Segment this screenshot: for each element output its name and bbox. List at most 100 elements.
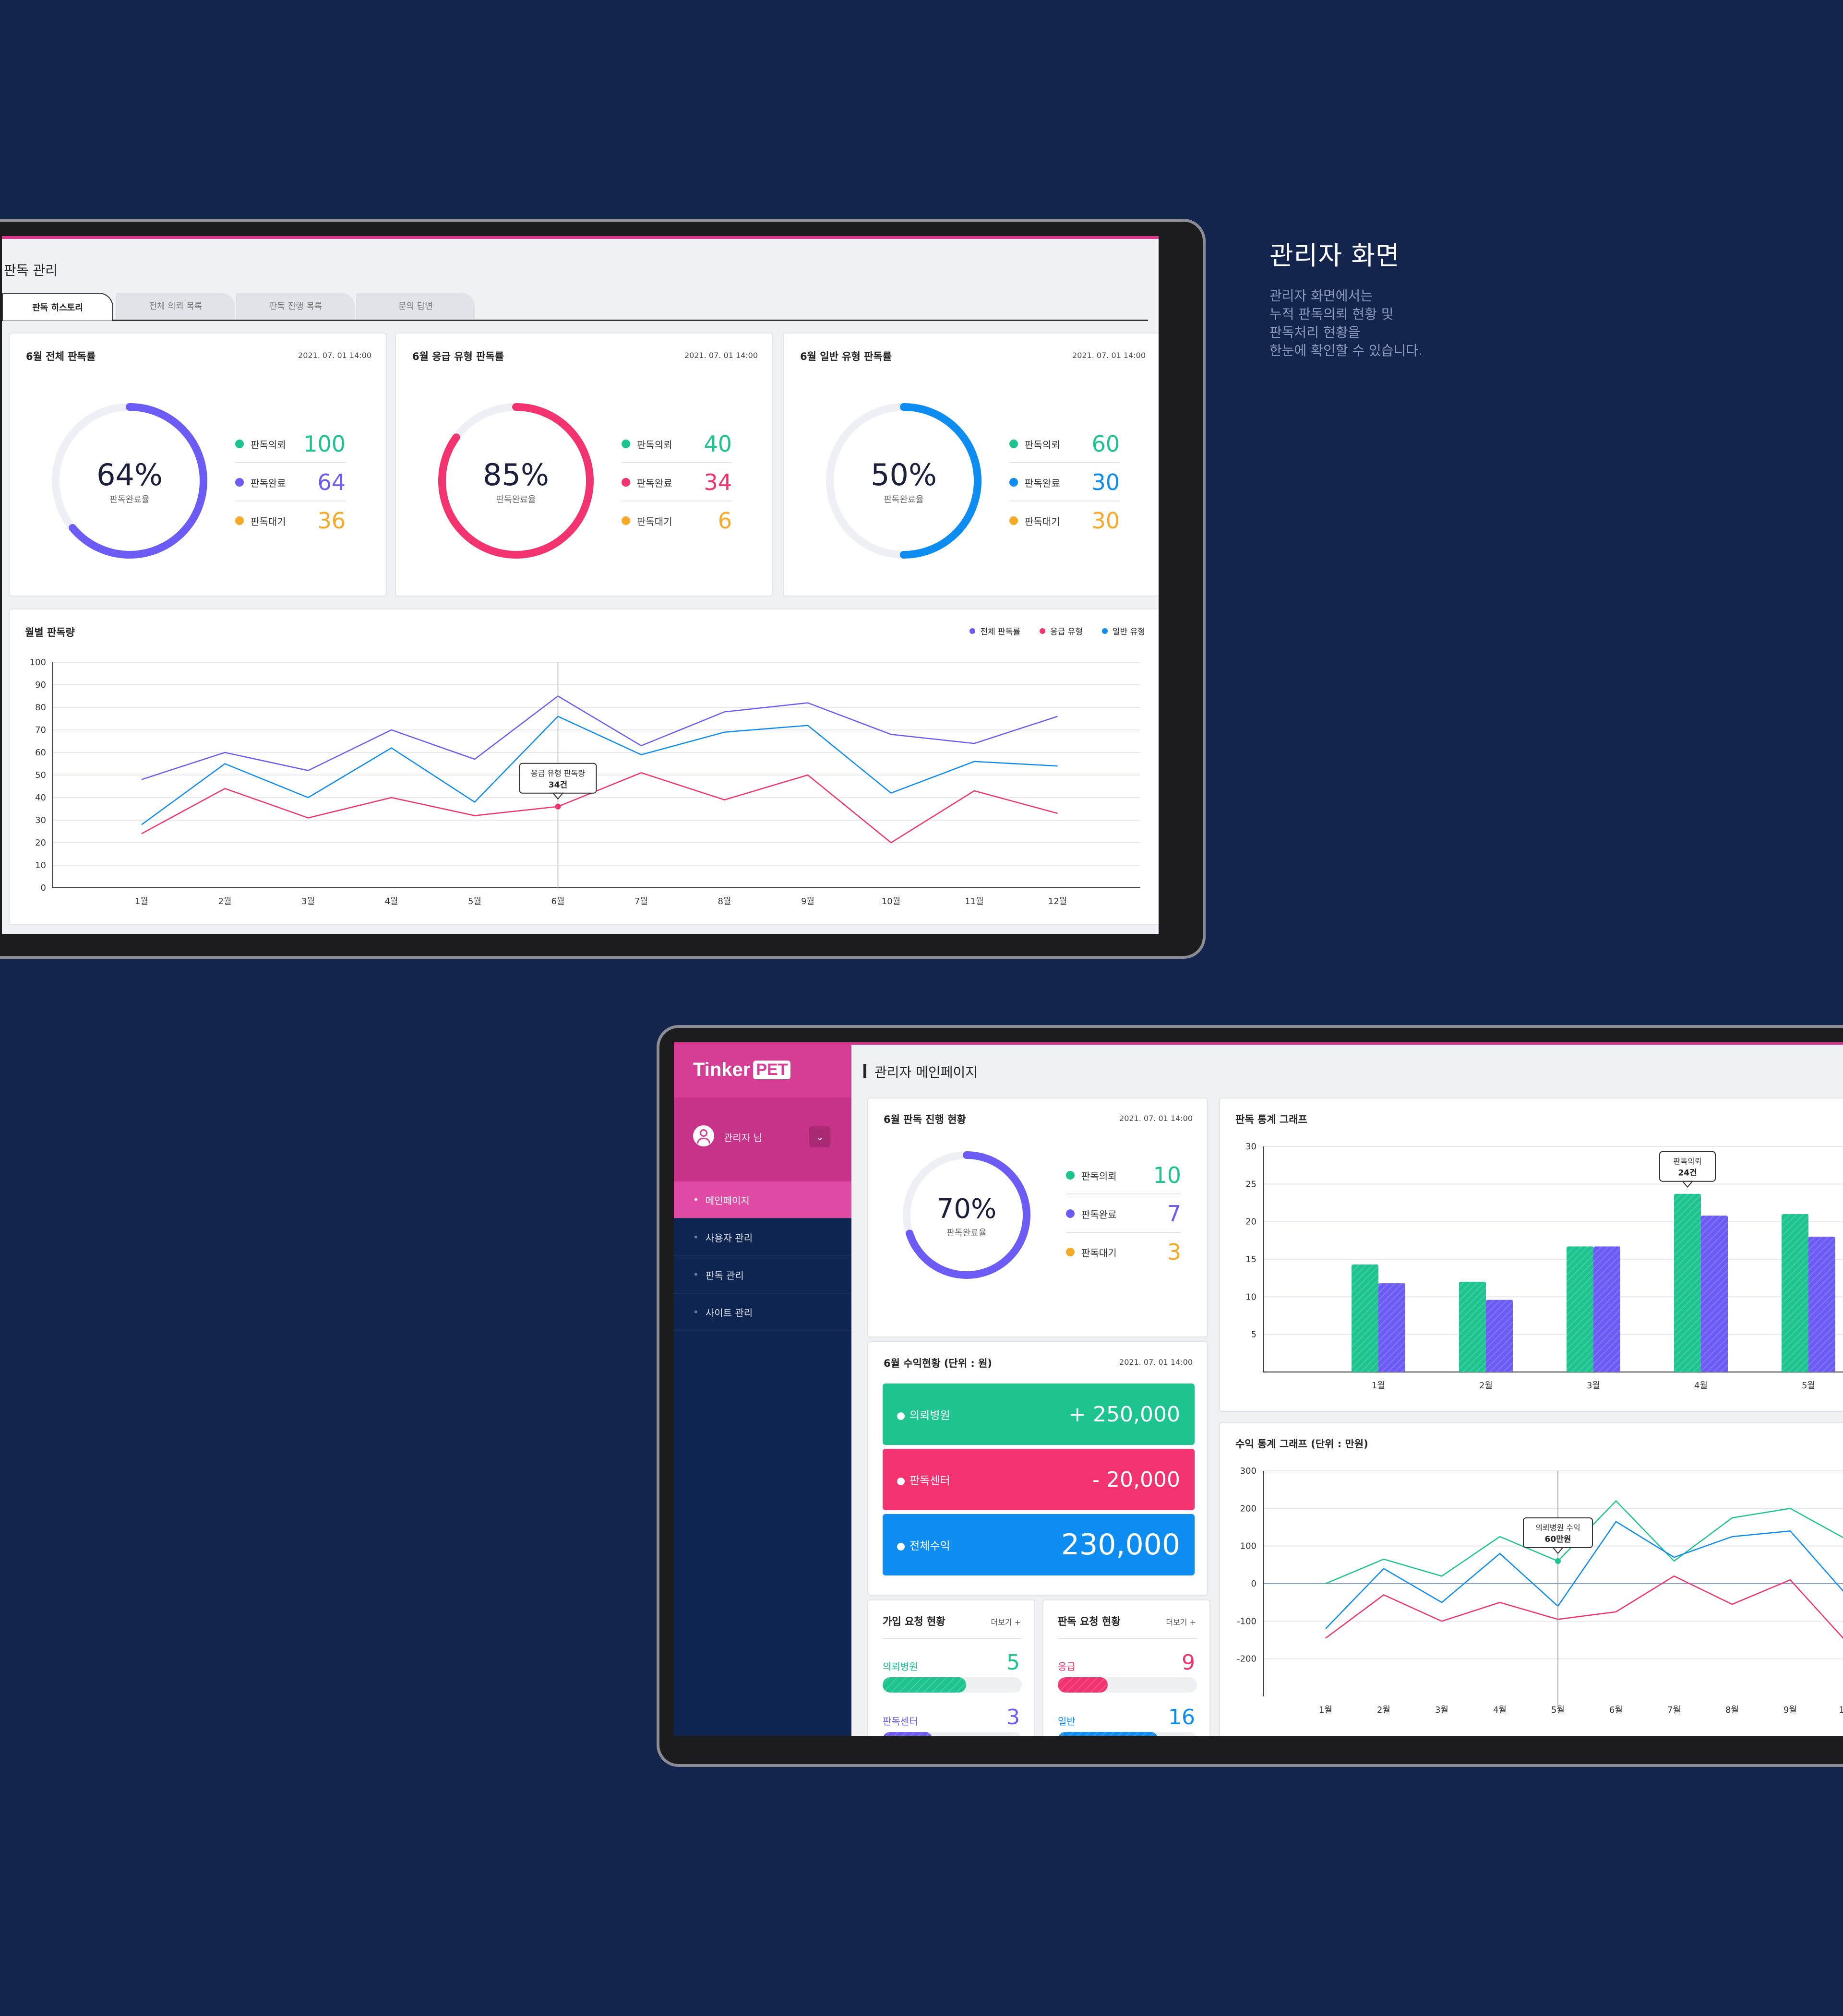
progress-fill xyxy=(1058,1677,1108,1693)
y-tick-label: 25 xyxy=(1245,1179,1257,1189)
y-tick-label: -100 xyxy=(1237,1616,1257,1626)
legend-item: 판독대기 30 xyxy=(1009,506,1120,535)
legend-dot xyxy=(1102,628,1108,634)
chevron-down-icon[interactable]: ⌄ xyxy=(809,1126,830,1147)
tablet-frame-2: Tinker PET 관리자 님 ⌄ • 메인페이지 • 사용자 관리 • 판독 관리… xyxy=(657,1025,1843,1767)
menu-item-main[interactable]: • 메인페이지 xyxy=(674,1181,851,1219)
legend-dot xyxy=(235,516,244,525)
progress-card: 6월 판독 진행 현황 2021. 07. 01 14:00 70% 판독완료율… xyxy=(867,1097,1208,1337)
x-tick-label: 10월 xyxy=(882,896,900,907)
card-title: 6월 응급 유형 판독률 xyxy=(412,351,504,362)
x-tick-label: 3월 xyxy=(1435,1705,1448,1715)
request-label: 응급 xyxy=(1058,1661,1076,1672)
y-tick-label: 90 xyxy=(35,680,46,690)
bar xyxy=(1674,1193,1701,1372)
donut-percent: 50% xyxy=(871,457,937,492)
x-tick-label: 5월 xyxy=(1802,1381,1815,1391)
menu-item-reading[interactable]: • 판독 관리 xyxy=(674,1256,851,1294)
y-tick-label: 15 xyxy=(1245,1254,1257,1264)
legend-label: 판독대기 xyxy=(1081,1247,1117,1259)
tab-history[interactable]: 판독 히스토리 xyxy=(2,293,113,321)
progress-fill xyxy=(1058,1732,1158,1736)
legend-value: 7 xyxy=(1167,1201,1181,1227)
caption-line: 관리자 화면에서는 xyxy=(1269,288,1373,304)
donut-arc xyxy=(826,403,981,559)
legend-dot xyxy=(1040,628,1046,634)
y-tick-label: 10 xyxy=(1245,1292,1257,1302)
donut-chart xyxy=(903,1151,1030,1279)
revenue-line-chart: 300 200 100 0 -100 -200 1월 2월 3월 4월 5월 6월 7월 8월 9월 10월 의… xyxy=(1237,1466,1843,1715)
series-line xyxy=(141,716,1058,825)
x-tick-label: 4월 xyxy=(384,896,398,907)
x-tick-label: 6월 xyxy=(1609,1705,1623,1715)
legend-label: 일반 유형 xyxy=(1113,627,1145,637)
tab-inquiry[interactable]: 문의 답변 xyxy=(356,293,475,319)
y-tick-label: 30 xyxy=(1245,1142,1257,1152)
legend-label: 판독의뢰 xyxy=(637,439,672,451)
caption-line: 판독처리 현황을 xyxy=(1269,324,1361,340)
card-title: 판독 통계 그래프 xyxy=(1235,1114,1307,1125)
bar xyxy=(1352,1264,1378,1372)
tab-in-progress[interactable]: 판독 진행 목록 xyxy=(236,293,355,319)
legend-item: 판독완료 7 xyxy=(1066,1199,1181,1228)
page-title: 관리자 메인페이지 xyxy=(874,1064,978,1080)
user-avatar-icon xyxy=(693,1125,714,1146)
more-link[interactable]: 더보기 + xyxy=(1166,1618,1196,1627)
tooltip-title: 의뢰병원 수익 xyxy=(1535,1523,1580,1532)
tab-all-requests[interactable]: 전체 의뢰 목록 xyxy=(116,293,235,319)
bar xyxy=(1459,1282,1486,1372)
y-tick-label: 60 xyxy=(35,748,46,758)
x-tick-label: 2월 xyxy=(218,896,231,907)
chart-tooltip: 응급 유형 판독량 34건 xyxy=(519,763,597,800)
card-title: 6월 수익현황 (단위 : 원) xyxy=(884,1358,993,1369)
menu-item-users[interactable]: • 사용자 관리 xyxy=(674,1219,851,1256)
x-tick-label: 4월 xyxy=(1493,1705,1507,1715)
legend-dot xyxy=(1066,1248,1075,1256)
legend-value: 6 xyxy=(718,508,732,534)
legend-label: 판독의뢰 xyxy=(251,439,286,451)
legend-label: 판독완료 xyxy=(1025,477,1060,489)
y-tick-label: 50 xyxy=(35,770,46,780)
donut-percent: 85% xyxy=(483,457,549,492)
menu-label: 사용자 관리 xyxy=(705,1232,753,1244)
tooltip-value: 60만원 xyxy=(1545,1535,1571,1544)
donut-chart xyxy=(438,403,594,559)
legend-value: 10 xyxy=(1153,1162,1181,1188)
y-tick-label: 20 xyxy=(35,838,46,848)
legend-item: 판독의뢰 10 xyxy=(1066,1161,1181,1190)
revenue-row-total: 전체수익 230,000 xyxy=(883,1514,1195,1575)
series-line xyxy=(141,695,1058,780)
screen-main: Tinker PET 관리자 님 ⌄ • 메인페이지 • 사용자 관리 • 판독 관리… xyxy=(674,1042,1843,1736)
y-tick-label: 10 xyxy=(35,860,46,871)
user-label: 관리자 님 xyxy=(724,1132,762,1144)
legend-label: 응급 유형 xyxy=(1050,627,1083,637)
menu-item-site[interactable]: • 사이트 관리 xyxy=(674,1294,851,1331)
y-tick-label: 0 xyxy=(1251,1579,1257,1589)
card-title: 가입 요청 현황 xyxy=(883,1616,945,1627)
tab-bar: 판독 히스토리 전체 의뢰 목록 판독 진행 목록 문의 답변 xyxy=(2,293,1148,321)
screen-history: 판독 관리 판독 히스토리 전체 의뢰 목록 판독 진행 목록 문의 답변 6월… xyxy=(2,236,1159,934)
revenue-value: + 250,000 xyxy=(1068,1402,1180,1427)
y-tick-label: 300 xyxy=(1240,1466,1257,1476)
revenue-row-hospital: 의뢰병원 + 250,000 xyxy=(883,1384,1195,1445)
more-link[interactable]: 더보기 + xyxy=(991,1618,1021,1627)
y-tick-label: 100 xyxy=(30,657,46,668)
sidebar-header: Tinker PET 관리자 님 ⌄ xyxy=(674,1045,851,1181)
legend-item: 응급 유형 xyxy=(1040,625,1083,637)
progress-bar xyxy=(1058,1732,1197,1736)
x-tick-label: 7월 xyxy=(1667,1705,1681,1715)
bar xyxy=(1782,1214,1808,1372)
chart-tooltip: 의뢰병원 수익 60만원 xyxy=(1523,1517,1593,1554)
legend-label: 판독완료 xyxy=(251,477,286,489)
logo: Tinker PET xyxy=(693,1059,791,1081)
caption-title: 관리자 화면 xyxy=(1269,240,1400,271)
legend-label: 판독대기 xyxy=(637,515,672,527)
legend-value: 60 xyxy=(1091,431,1120,457)
x-tick-label: 1월 xyxy=(1319,1705,1332,1715)
legend-item: 판독대기 6 xyxy=(622,506,732,535)
x-tick-label: 8월 xyxy=(718,896,731,907)
request-label: 일반 xyxy=(1058,1716,1076,1727)
legend-label: 판독대기 xyxy=(1025,515,1060,527)
tooltip-title: 판독의뢰 xyxy=(1674,1157,1702,1166)
